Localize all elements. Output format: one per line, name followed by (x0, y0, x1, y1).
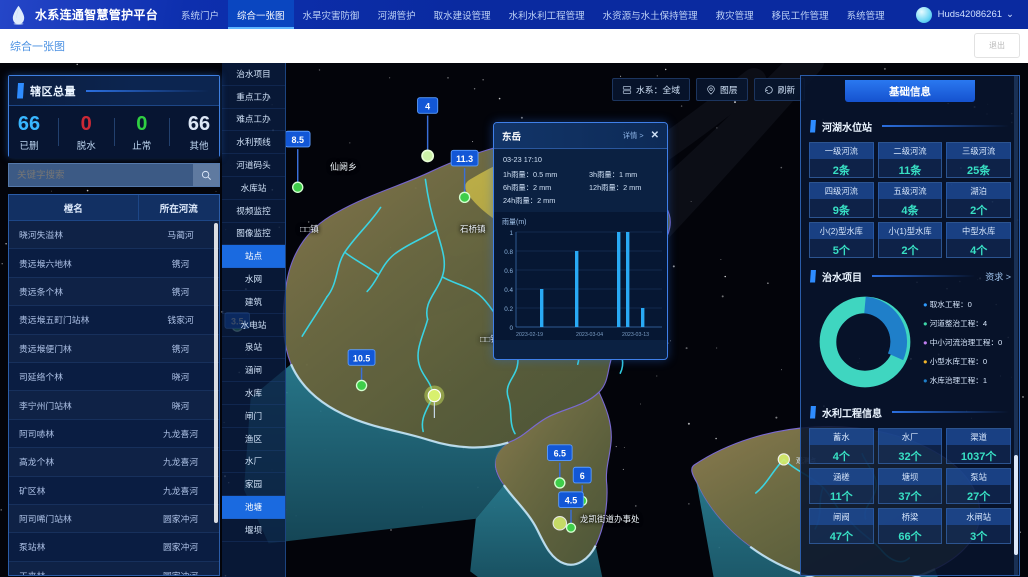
svg-text:雨量(m): 雨量(m) (502, 218, 527, 226)
svg-text:0: 0 (509, 325, 513, 332)
svg-text:0.6: 0.6 (504, 268, 513, 275)
svg-text:10.5: 10.5 (353, 353, 370, 363)
svg-text:2023-02-19: 2023-02-19 (516, 332, 543, 338)
svg-text:2023-03-13: 2023-03-13 (622, 332, 649, 338)
svg-text:6: 6 (580, 471, 585, 481)
svg-text:0.2: 0.2 (504, 306, 513, 313)
svg-text:6.5: 6.5 (554, 449, 566, 459)
svg-text:4: 4 (425, 101, 430, 111)
svg-text:0.4: 0.4 (504, 287, 513, 294)
svg-text:0.8: 0.8 (504, 249, 513, 256)
svg-text:2023-03-04: 2023-03-04 (576, 332, 603, 338)
svg-text:11.3: 11.3 (456, 154, 473, 164)
svg-text:1: 1 (509, 230, 513, 237)
svg-text:8.5: 8.5 (291, 135, 303, 145)
svg-text:4.5: 4.5 (565, 496, 577, 506)
